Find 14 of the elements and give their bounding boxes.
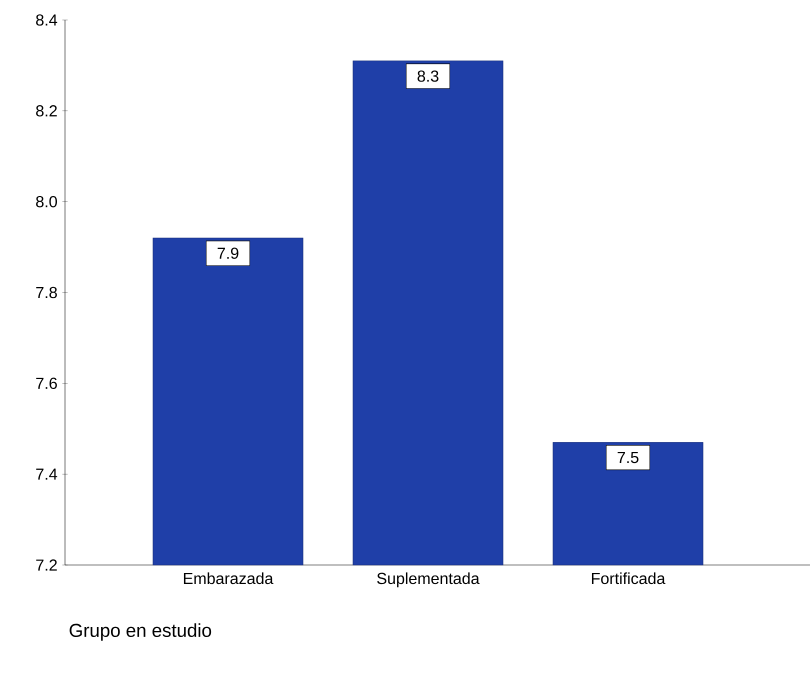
y-tick-label: 8.4 (36, 14, 58, 26)
x-tick-label: Suplementada (377, 572, 480, 588)
data-label: 8.3 (418, 70, 438, 82)
y-tick-label: 7.2 (36, 559, 57, 571)
x-tick-label: Fortificada (592, 572, 666, 584)
y-tick-label: 8.0 (36, 196, 58, 208)
y-tick-label: 8.2 (36, 105, 57, 116)
y-tick-label: 7.4 (36, 468, 58, 480)
y-tick-label: 7.6 (36, 378, 57, 389)
data-label: 7.9 (218, 248, 238, 259)
data-label: 7.5 (618, 452, 638, 464)
x-tick-label: Embarazada (184, 572, 274, 584)
y-tick-label: 7.8 (36, 286, 57, 298)
x-axis-title: Grupo en estudio (70, 623, 212, 641)
